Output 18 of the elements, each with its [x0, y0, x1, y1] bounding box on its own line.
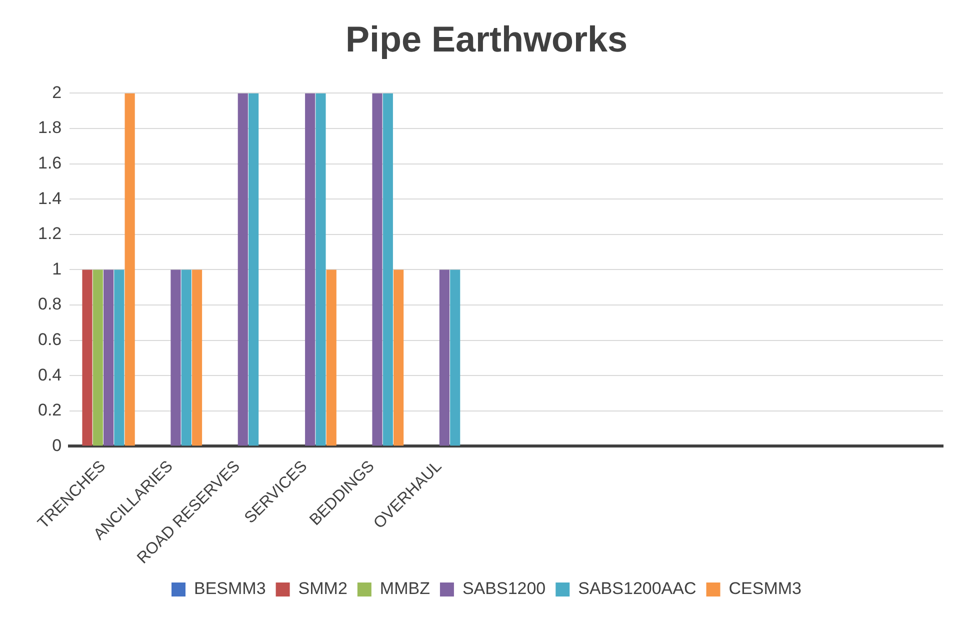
y-tick-label: 0	[52, 436, 62, 455]
y-tick-label: 0.6	[38, 330, 62, 349]
legend-label: SABS1200AAC	[578, 579, 696, 598]
y-tick-label: 1.2	[38, 224, 62, 244]
y-tick-label: 0.8	[38, 294, 62, 314]
legend-label: MMBZ	[380, 579, 430, 598]
y-tick-label: 2	[52, 82, 62, 102]
y-tick-label: 1.4	[38, 188, 62, 208]
y-tick-label: 0.4	[38, 365, 62, 384]
y-tick-label: 0.2	[38, 400, 62, 420]
legend-label: SMM2	[298, 579, 348, 598]
legend-label: SABS1200	[462, 579, 546, 598]
y-tick-label: 1	[52, 259, 62, 278]
y-tick-label: 1.8	[38, 118, 62, 138]
legend-label: CESMM3	[728, 579, 802, 598]
y-tick-label: 1.6	[38, 153, 62, 172]
legend-label: BESMM3	[194, 579, 266, 598]
chart-title: Pipe Earthworks	[345, 18, 628, 60]
